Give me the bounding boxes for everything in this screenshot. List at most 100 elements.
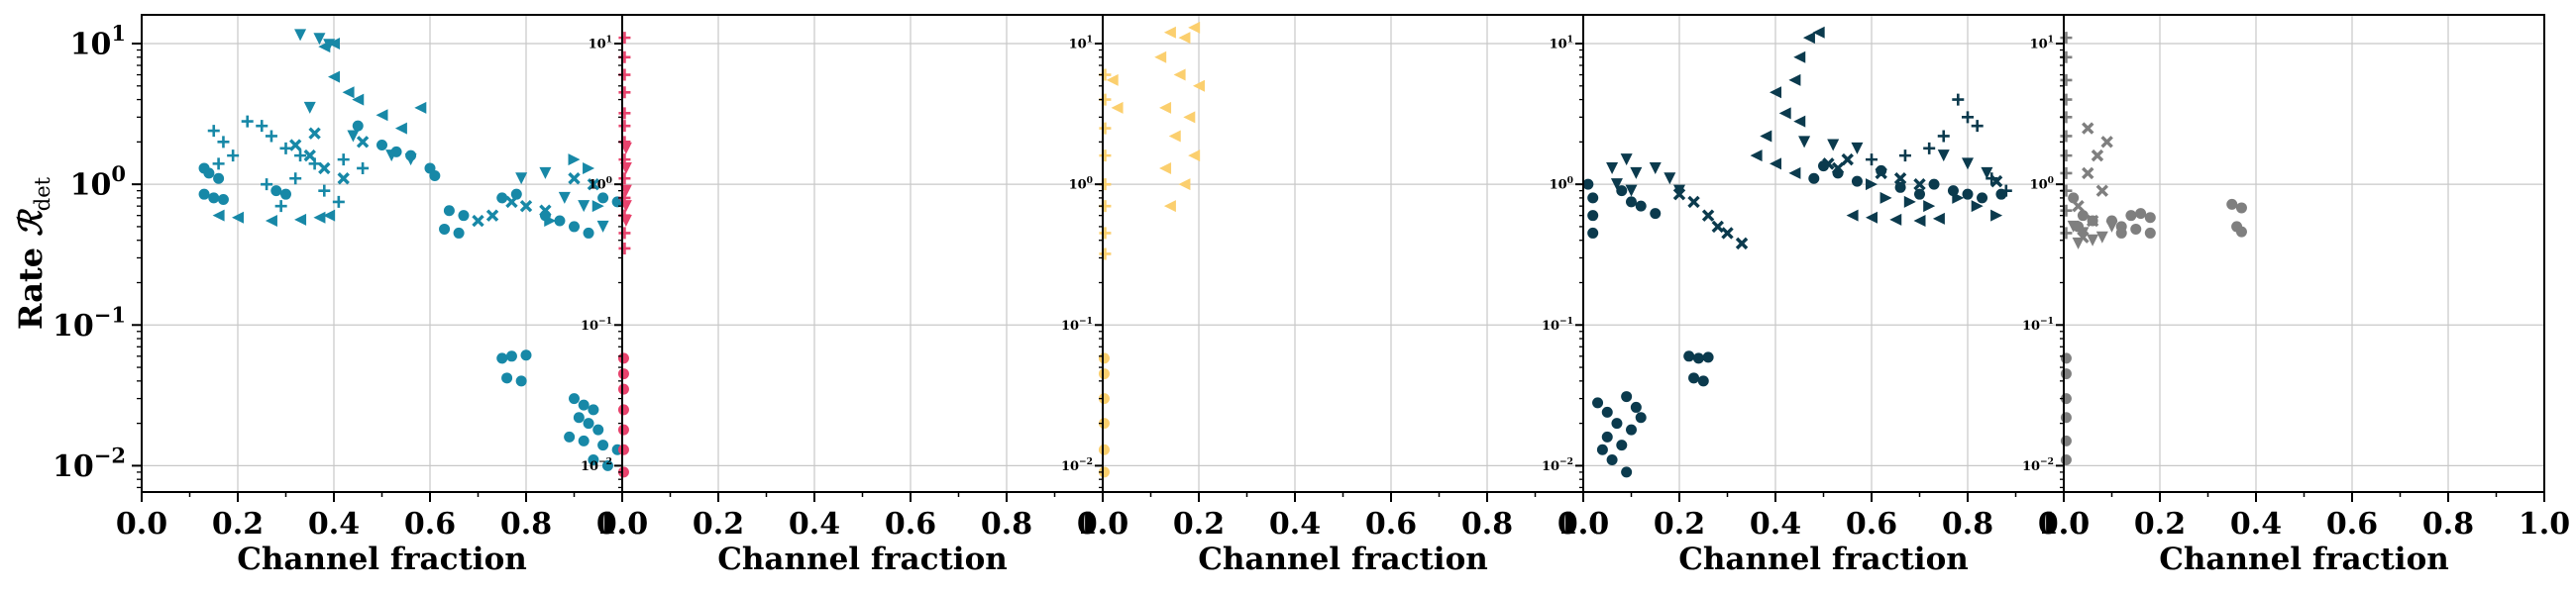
point-tri-left — [1812, 26, 1825, 39]
point-circle — [2144, 227, 2156, 239]
point-circle — [1851, 175, 1863, 187]
point-x — [318, 161, 331, 175]
point-circle — [1894, 181, 1906, 193]
point-circle — [597, 192, 609, 204]
axes-frame — [1102, 14, 1584, 493]
point-tri-left — [1778, 107, 1791, 120]
point-x — [1687, 195, 1700, 209]
point-circle — [617, 466, 629, 478]
point-plus — [618, 120, 631, 133]
point-tri-left — [1802, 32, 1815, 45]
point-tri-left — [1111, 101, 1124, 114]
point-circle — [515, 375, 527, 387]
point-circle — [1606, 454, 1618, 466]
point-circle — [1098, 418, 1110, 430]
point-tri-left — [328, 38, 340, 50]
point-circle — [376, 140, 387, 151]
x-tick-label: 0.4 — [2230, 507, 2282, 542]
point-plus — [2060, 227, 2073, 240]
axes-frame — [2063, 14, 2545, 493]
point-tri-right — [1990, 209, 2003, 222]
point-circle — [1601, 406, 1613, 418]
x-tick-label: 0.0 — [2038, 507, 2090, 542]
point-x — [356, 136, 370, 148]
point-circle — [1995, 188, 2007, 200]
point-tri-right — [1923, 200, 1936, 213]
point-circle — [617, 383, 629, 395]
point-x — [303, 148, 316, 162]
point-plus — [1952, 93, 1965, 106]
point-tri-left — [1188, 21, 1201, 34]
data-points — [198, 29, 623, 471]
panel-3: 0.0 0.2 0.4 0.6 0.8 1.0 Channel fraction 101 100… — [1061, 14, 1609, 577]
point-tri-right — [1903, 195, 1916, 208]
point-circle — [458, 210, 470, 222]
point-circle — [1635, 200, 1647, 212]
y-tick-label: 100 — [2030, 175, 2054, 193]
y-tick-label: 10−2 — [1061, 456, 1093, 474]
point-circle — [2115, 227, 2127, 239]
point-circle — [569, 393, 580, 405]
x-tick-label: 0.4 — [1750, 507, 1801, 542]
point-circle — [270, 185, 282, 197]
point-plus — [256, 120, 268, 133]
point-plus — [618, 172, 631, 185]
point-tri-left — [1793, 115, 1806, 128]
x-tick-label: 0.8 — [1461, 507, 1513, 542]
point-circle — [2130, 223, 2142, 235]
point-circle — [2068, 192, 2080, 204]
point-tri-left — [1106, 73, 1119, 86]
point-plus — [2060, 166, 2073, 179]
y-tick-label: 10−2 — [1542, 456, 1573, 474]
point-tri-left — [1760, 130, 1772, 143]
point-x — [288, 139, 302, 151]
x-axis-label: Channel fraction — [1678, 542, 1969, 577]
point-circle — [520, 349, 532, 361]
y-axis: 101 100 10−1 10−2 — [1061, 35, 1103, 489]
point-x — [1841, 152, 1854, 166]
point-circle — [496, 352, 508, 364]
point-circle — [352, 120, 364, 132]
data-points — [2060, 32, 2247, 466]
point-plus — [332, 195, 345, 208]
point-circle — [1914, 188, 1925, 200]
point-x — [308, 127, 321, 140]
point-x — [2082, 166, 2094, 180]
point-circle — [1688, 372, 1700, 384]
y-tick-label: 101 — [1550, 35, 1573, 52]
axes-frame — [621, 14, 1104, 493]
x-axis: 0.0 0.2 0.4 0.6 0.8 1.0 Channel fraction — [596, 492, 1128, 577]
y-tick-label: 100 — [1550, 175, 1573, 193]
point-plus — [2060, 149, 2073, 162]
point-tri-down — [323, 39, 336, 51]
point-circle — [1832, 167, 1844, 179]
x-tick-label: 0.2 — [2134, 507, 2186, 542]
point-circle — [617, 404, 629, 416]
y-axis: 101 100 10−1 10−2 — [581, 35, 622, 489]
grid-lines — [622, 15, 1103, 492]
grid-lines — [142, 15, 622, 492]
point-tri-left — [1188, 149, 1201, 162]
point-tri-down — [1606, 161, 1619, 174]
point-tri-left — [1889, 213, 1902, 226]
point-circle — [1587, 192, 1599, 204]
point-tri-right — [1879, 191, 1892, 204]
panel-4: 0.0 0.2 0.4 0.6 0.8 1.0 Channel fraction 101 100… — [1542, 14, 2090, 577]
point-plus — [1898, 149, 1911, 162]
point-circle — [1650, 208, 1662, 220]
point-tri-down — [1620, 153, 1633, 166]
x-tick-label: 0.2 — [212, 507, 264, 542]
point-tri-left — [1788, 73, 1801, 86]
point-circle — [1098, 444, 1110, 455]
point-tri-down — [313, 33, 326, 46]
x-tick-label: 0.6 — [1365, 507, 1417, 542]
point-circle — [1587, 210, 1599, 222]
point-x — [1701, 209, 1715, 222]
point-tri-left — [1846, 209, 1859, 222]
point-x — [2095, 184, 2109, 197]
point-tri-left — [1154, 50, 1167, 63]
point-plus — [265, 130, 277, 143]
point-tri-right — [583, 161, 595, 174]
point-plus — [1099, 248, 1112, 260]
point-circle — [1962, 188, 1974, 200]
